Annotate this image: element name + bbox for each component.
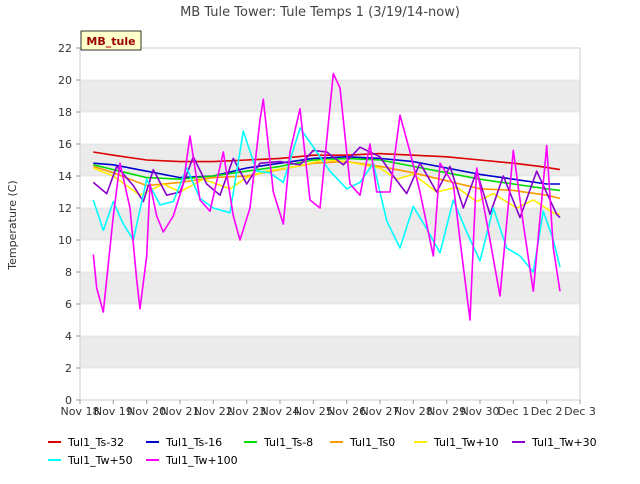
legend-label: Tul1_Ts0 [349, 436, 395, 449]
site-label: MB_tule [86, 35, 135, 48]
y-tick-label: 20 [58, 74, 72, 87]
x-tick-label: Nov 28 [394, 405, 433, 418]
y-tick-label: 12 [58, 202, 72, 215]
y-tick-label: 16 [58, 138, 72, 151]
x-tick-label: Nov 18 [61, 405, 100, 418]
series-line-tul1-tw-50 [92, 127, 561, 273]
legend-label: Tul1_Tw+30 [531, 436, 597, 449]
y-tick-label: 2 [65, 362, 72, 375]
site-label-box: MB_tule [80, 30, 142, 51]
x-tick-label: Nov 23 [227, 405, 266, 418]
series-line-tul1-tw-100 [92, 72, 561, 321]
x-tick-label: Nov 27 [361, 405, 400, 418]
series-line-tul1-ts-8 [93, 157, 561, 192]
y-tick-label: 18 [58, 106, 72, 119]
series-line-tul1-ts-16 [93, 156, 560, 185]
x-tick-label: Nov 24 [261, 405, 300, 418]
legend-label: Tul1_Ts-32 [67, 436, 124, 449]
y-tick-label: 22 [58, 42, 72, 55]
legend-label: Tul1_Ts-16 [165, 436, 222, 449]
y-axis-label: Temperature (C) [6, 180, 19, 270]
x-tick-label: Dec 3 [564, 405, 596, 418]
x-tick-label: Nov 20 [127, 405, 166, 418]
y-tick-label: 14 [58, 170, 72, 183]
x-tick-label: Nov 25 [294, 405, 333, 418]
background-band [80, 336, 580, 368]
background-band [80, 208, 580, 240]
x-tick-label: Nov 29 [427, 405, 466, 418]
legend-label: Tul1_Tw+10 [433, 436, 499, 449]
plot-frame [79, 47, 581, 401]
legend: Tul1_Ts-32 Tul1_Ts-16 Tul1_Ts-8 Tul1_Ts0 Tul… [48, 436, 597, 467]
series-line-tul1-tw-30 [92, 146, 561, 219]
chart-title: MB Tule Tower: Tule Temps 1 (3/19/14-now… [180, 5, 460, 20]
legend-label: Tul1_Ts-8 [263, 436, 313, 449]
y-tick-label: 8 [65, 266, 72, 279]
y-tick-label: 4 [65, 330, 72, 343]
x-tick-label: Nov 30 [461, 405, 500, 418]
y-tick-label: 0 [65, 394, 72, 407]
legend-label: Tul1_Tw+50 [67, 454, 133, 467]
x-tick-label: Nov 22 [194, 405, 233, 418]
legend-label: Tul1_Tw+100 [165, 454, 238, 467]
x-tick-label: Nov 26 [327, 405, 366, 418]
background-band [80, 272, 580, 304]
x-tick-label: Dec 1 [497, 405, 529, 418]
y-tick-label: 6 [65, 298, 72, 311]
x-tick-label: Nov 19 [94, 405, 133, 418]
x-tick-label: Dec 2 [531, 405, 563, 418]
y-tick-label: 10 [58, 234, 72, 247]
x-tick-label: Nov 21 [161, 405, 200, 418]
